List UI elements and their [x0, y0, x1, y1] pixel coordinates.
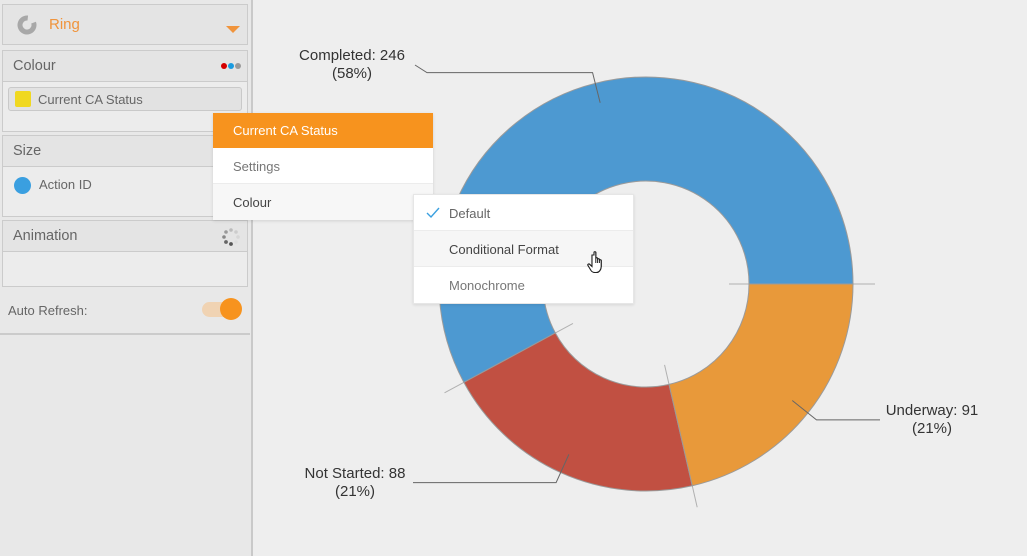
- field-context-menu: Current CA Status Settings Colour: [213, 113, 433, 220]
- colour-field-label: Current CA Status: [38, 92, 143, 107]
- menu-item-label: Settings: [233, 159, 280, 174]
- label-value: Underway: 91: [885, 402, 979, 419]
- submenu-item-conditional-format[interactable]: Conditional Format: [414, 231, 633, 267]
- chart-type-label: Ring: [49, 16, 80, 33]
- chart-label-not-started: Not Started: 88 (21%): [296, 465, 414, 501]
- label-leader-line: [414, 64, 601, 103]
- palette-dot: [235, 63, 241, 69]
- label-value: Completed: 246: [299, 47, 405, 64]
- palette-dot: [228, 63, 234, 69]
- palette-dot: [221, 63, 227, 69]
- palette-icon[interactable]: [221, 63, 241, 69]
- colour-field-chip[interactable]: Current CA Status: [8, 87, 242, 111]
- label-leader-line: [413, 454, 570, 484]
- animation-panel: Animation: [2, 220, 248, 287]
- label-percent: (21%): [334, 483, 375, 500]
- toggle-knob[interactable]: [220, 298, 242, 320]
- colour-panel-title: Colour: [13, 58, 56, 74]
- menu-item-settings[interactable]: Settings: [213, 148, 433, 184]
- colour-swatch-icon: [15, 91, 31, 107]
- context-menu-header-label: Current CA Status: [233, 123, 338, 138]
- colour-panel: Colour Current CA Status: [2, 50, 248, 132]
- submenu-item-label: Monochrome: [449, 278, 525, 293]
- animation-panel-header[interactable]: Animation: [3, 221, 247, 252]
- measure-dot-icon: [14, 177, 31, 194]
- divider: [0, 333, 250, 335]
- auto-refresh-label: Auto Refresh:: [8, 303, 88, 318]
- chevron-down-icon[interactable]: [226, 26, 240, 33]
- spinner-icon[interactable]: [221, 227, 241, 247]
- label-value: Not Started: 88: [304, 465, 406, 482]
- chart-type-dropdown[interactable]: Ring: [2, 4, 248, 45]
- label-percent: (21%): [911, 420, 952, 437]
- slice-not-started[interactable]: [463, 332, 693, 492]
- label-percent: (58%): [331, 65, 372, 82]
- size-panel-title: Size: [13, 143, 42, 159]
- chart-label-completed: Completed: 246 (58%): [292, 47, 412, 83]
- size-panel: Size Action ID: [2, 135, 248, 217]
- ring-chart-icon: [17, 15, 37, 35]
- size-field-label: Action ID: [39, 177, 92, 192]
- checkmark-icon: [426, 207, 440, 219]
- colour-panel-header[interactable]: Colour: [3, 51, 247, 82]
- menu-item-colour[interactable]: Colour: [213, 184, 433, 220]
- sidebar: Ring Colour Current CA Status Size Actio…: [0, 0, 253, 556]
- submenu-item-monochrome[interactable]: Monochrome: [414, 267, 633, 303]
- submenu-item-default[interactable]: Default: [414, 195, 633, 231]
- menu-item-label: Colour: [233, 195, 272, 210]
- label-leader-line: [791, 400, 880, 421]
- chart-label-underway: Underway: 91 (21%): [880, 402, 984, 438]
- auto-refresh-toggle[interactable]: [201, 298, 243, 322]
- colour-submenu: Default Conditional Format Monochrome: [413, 194, 634, 304]
- animation-panel-title: Animation: [13, 228, 78, 244]
- submenu-item-label: Conditional Format: [449, 242, 559, 257]
- slice-underway[interactable]: [668, 283, 854, 487]
- submenu-item-label: Default: [449, 206, 491, 221]
- size-panel-header[interactable]: Size: [3, 136, 247, 167]
- context-menu-header: Current CA Status: [213, 113, 433, 148]
